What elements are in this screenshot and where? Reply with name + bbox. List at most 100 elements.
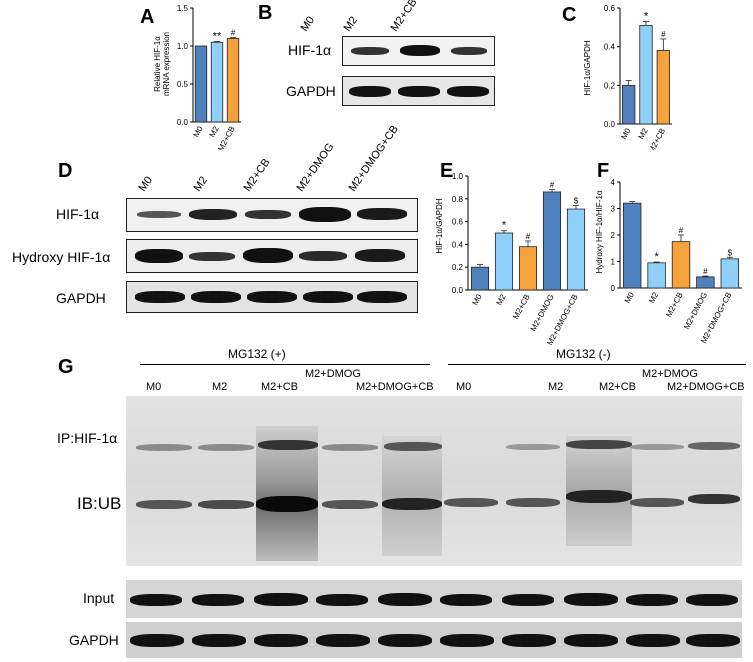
panel-b-blot-gapdh [342, 76, 495, 106]
blot-band [564, 593, 618, 606]
panel-e-chart: HIF-1α/GAPDH 0.0 0.2 0.4 0.6 0.8 1.0 M0 * M2 # M2+… [435, 172, 588, 347]
panel-c-ylabel: HIF-1α/GAPDH [583, 40, 592, 96]
blot-band [198, 444, 254, 451]
significance-mark: ** [213, 30, 222, 42]
blot-smear [382, 436, 442, 556]
blot-band [447, 86, 489, 97]
blot-band [440, 634, 494, 647]
blot-band [130, 634, 184, 647]
panel-g-minus-lane-0: M0 [456, 381, 472, 393]
panel-f-chart: Hydroxy HIF-1α/HIF-1α 0 1 2 3 4 M0 * M2 # M2+CB # M… [595, 178, 742, 345]
blot-band [254, 634, 308, 647]
panel-g-group-minus: MG132 (-) [556, 347, 611, 361]
y-tick-label: 1.0 [177, 42, 189, 51]
blot-band [382, 498, 442, 510]
blot-band [191, 291, 241, 303]
bar [696, 276, 715, 289]
panel-f-letter: F [597, 160, 610, 182]
blot-band [630, 498, 684, 507]
significance-mark: # [703, 267, 708, 276]
blot-band [444, 498, 498, 507]
blot-band [351, 47, 389, 55]
panel-g-group-plus-line [140, 364, 430, 365]
bar [494, 232, 514, 291]
blot-band [688, 442, 740, 450]
panel-g-blot-ub [126, 396, 742, 566]
bar [647, 262, 666, 289]
x-tick-label: M2 [495, 292, 508, 307]
y-tick-label: 0.6 [452, 218, 464, 227]
bar [656, 50, 670, 125]
panel-a-ylabel-1: Relative HIF-1α [153, 36, 162, 92]
panel-g-row-gapdh: GAPDH [69, 632, 119, 648]
blot-band [564, 634, 618, 647]
significance-mark: * [502, 220, 507, 232]
blot-band [303, 291, 353, 303]
blot-band [502, 594, 554, 606]
blot-band [400, 45, 440, 56]
x-tick-label: M2+CB [511, 293, 532, 321]
y-tick-label: 0 [611, 284, 616, 293]
blot-band [130, 594, 182, 606]
blot-band [135, 249, 183, 263]
y-tick-label: 0.4 [604, 43, 616, 52]
blot-band [247, 291, 297, 303]
blot-band [254, 593, 308, 606]
blot-band [384, 442, 442, 451]
blot-band [256, 496, 318, 512]
panel-d-blot-gapdh [126, 281, 418, 313]
panel-g-group-plus: MG132 (+) [228, 347, 286, 361]
blot-band [192, 594, 244, 606]
bar [623, 202, 642, 289]
panel-g-plus-lane-1: M2 [212, 381, 228, 393]
bar [470, 266, 490, 291]
panel-g-letter: G [58, 356, 74, 378]
panel-g-blot-gapdh [126, 622, 742, 658]
bar [671, 241, 691, 289]
panel-g-plus-lane-0: M0 [146, 381, 162, 393]
panel-a-plot: 0.00.51.01.5M0**M2#M2+CB [177, 4, 241, 150]
panel-g-minus-lane-2: M2+CB [599, 381, 636, 393]
panel-e-ylabel: HIF-1α/GAPDH [435, 198, 444, 254]
panel-g-plus-lane-3: M2+DMOG [305, 368, 361, 380]
panel-b-row-hif: HIF-1α [288, 42, 332, 58]
panel-d-blot-hydroxy [126, 239, 418, 273]
blot-band [316, 634, 370, 647]
panel-d-row-hydroxy: Hydroxy HIF-1α [12, 249, 111, 265]
panel-c-plot: 0.0 0.2 0.4 0.6 M0 * M2 # M2+CB [604, 4, 672, 150]
y-tick-label: 4 [611, 178, 616, 187]
panel-g-plus-lane-2: M2+CB [261, 381, 298, 393]
blot-band [299, 251, 347, 261]
panel-d-lane-1: M2 [191, 174, 211, 194]
blot-band [626, 594, 678, 606]
panel-a-chart: Relative HIF-1α mRNA expression 0.0 0.5 1.… [153, 4, 241, 150]
panel-g-row-ib: IB:UB [77, 494, 122, 513]
x-tick-label: M2+DMOG [529, 293, 556, 333]
significance-mark: # [661, 30, 666, 39]
bar [639, 24, 653, 125]
significance-mark: * [654, 251, 659, 263]
panel-e-letter: E [440, 160, 454, 182]
y-tick-label: 0.0 [604, 120, 616, 129]
panel-e-plot: 0.00.20.40.60.81.0M0*M2#M2+CB#M2+DMOG$M2… [452, 172, 588, 347]
panel-d-row-gapdh: GAPDH [56, 290, 106, 306]
blot-band [378, 593, 432, 606]
panel-a-letter: A [140, 6, 155, 28]
bar [566, 208, 586, 291]
x-tick-label: M0 [619, 126, 632, 141]
significance-mark: $ [728, 248, 733, 257]
x-tick-label: M2 [637, 126, 650, 141]
x-tick-label: M0 [623, 290, 636, 305]
y-tick-label: 0.2 [452, 263, 464, 272]
blot-band [398, 86, 440, 97]
blot-band [566, 490, 632, 503]
y-tick-label: 3 [611, 205, 616, 214]
panel-d-lane-2: M2+CB [241, 156, 273, 194]
y-tick-label: 1 [611, 258, 616, 267]
x-tick-label: M0 [192, 124, 205, 139]
panel-g-plus-lane-4: M2+DMOG+CB [356, 381, 434, 393]
blot-band [355, 249, 405, 262]
x-tick-label: M2+DMOG [682, 291, 709, 331]
blot-band [258, 440, 318, 450]
